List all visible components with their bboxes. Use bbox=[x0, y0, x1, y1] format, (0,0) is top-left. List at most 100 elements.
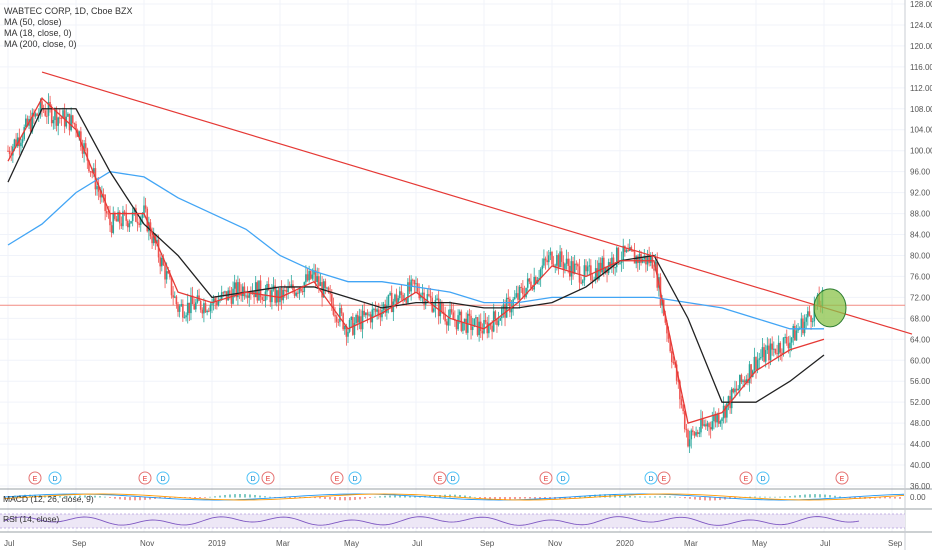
candle-body bbox=[350, 316, 353, 320]
candle-body bbox=[588, 265, 591, 267]
y-tick-label: 112.00 bbox=[910, 84, 932, 93]
candle-body bbox=[583, 265, 586, 281]
candle-body bbox=[601, 257, 603, 273]
candle-body bbox=[727, 396, 730, 404]
macd-histogram-bar bbox=[219, 495, 221, 498]
candle-body bbox=[373, 308, 375, 310]
macd-histogram-bar bbox=[899, 497, 901, 499]
candle-body bbox=[773, 348, 775, 350]
candle-body bbox=[405, 298, 408, 303]
candle-body bbox=[562, 261, 565, 269]
y-tick-label: 36.00 bbox=[910, 482, 931, 491]
candle-body bbox=[237, 282, 239, 298]
candle-body bbox=[355, 315, 357, 324]
macd-histogram-bar bbox=[324, 497, 326, 499]
macd-histogram-bar bbox=[799, 495, 801, 498]
candle-body bbox=[737, 388, 739, 391]
candle-body bbox=[125, 212, 127, 221]
candle-body bbox=[604, 266, 607, 273]
macd-histogram-bar bbox=[34, 494, 36, 498]
candle-body bbox=[497, 320, 500, 326]
event-marker bbox=[539, 471, 553, 485]
event-marker-label: E bbox=[744, 476, 749, 483]
candle-body bbox=[387, 294, 390, 306]
candle-body bbox=[297, 292, 299, 294]
macd-histogram-bar bbox=[74, 495, 76, 498]
rsi-line bbox=[3, 516, 860, 526]
macd-histogram-bar bbox=[719, 497, 721, 501]
candle-body bbox=[794, 325, 796, 341]
candle-body bbox=[680, 399, 683, 406]
macd-histogram-bar bbox=[134, 497, 136, 501]
candle-body bbox=[599, 262, 602, 273]
candle-body bbox=[233, 282, 236, 289]
macd-histogram-bar bbox=[894, 497, 896, 499]
macd-histogram-bar bbox=[524, 497, 526, 499]
y-tick-label: 88.00 bbox=[910, 210, 931, 219]
macd-histogram-bar bbox=[224, 494, 226, 498]
candle-body bbox=[216, 301, 218, 306]
candle-body bbox=[261, 297, 263, 300]
candle-body bbox=[229, 290, 231, 295]
y-tick-label: 68.00 bbox=[910, 314, 931, 323]
candle-body bbox=[18, 137, 21, 147]
candle-body bbox=[484, 320, 487, 323]
macd-histogram-bar bbox=[594, 494, 596, 498]
candle-body bbox=[494, 311, 497, 320]
rsi-label: RSI (14, close) bbox=[3, 514, 60, 524]
candle-body bbox=[633, 251, 636, 264]
y-tick-label: 96.00 bbox=[910, 168, 931, 177]
event-marker bbox=[330, 471, 344, 485]
candle-body bbox=[475, 317, 477, 319]
candle-body bbox=[688, 439, 691, 447]
candle-body bbox=[517, 293, 519, 300]
candle-body bbox=[457, 315, 459, 330]
macd-histogram-bar bbox=[809, 494, 811, 498]
candle-body bbox=[444, 313, 446, 322]
candle-body bbox=[345, 325, 348, 337]
candle-body bbox=[533, 276, 535, 290]
macd-histogram-bar bbox=[784, 496, 786, 498]
candle-body bbox=[481, 330, 484, 334]
candle-body bbox=[167, 271, 170, 274]
candle-body bbox=[774, 348, 777, 354]
candle-body bbox=[640, 254, 642, 263]
candle-body bbox=[463, 318, 466, 323]
candle-body bbox=[795, 330, 798, 341]
candle-body bbox=[701, 418, 704, 426]
candle-body bbox=[117, 211, 119, 222]
macd-histogram-bar bbox=[709, 497, 711, 501]
y-tick-label: 128.00 bbox=[910, 0, 932, 9]
candle-body bbox=[316, 276, 319, 282]
candle-body bbox=[549, 251, 552, 256]
macd-histogram-bar bbox=[804, 494, 806, 498]
y-tick-label: 40.00 bbox=[910, 461, 931, 470]
macd-histogram-bar bbox=[669, 496, 671, 498]
candle-body bbox=[62, 110, 64, 119]
candle-body bbox=[632, 250, 634, 252]
candle-body bbox=[620, 260, 623, 263]
macd-histogram-bar bbox=[429, 495, 431, 498]
candle-body bbox=[760, 357, 762, 359]
candle-body bbox=[630, 247, 633, 251]
candle-body bbox=[637, 256, 639, 264]
macd-histogram-bar bbox=[409, 496, 411, 498]
candle-body bbox=[397, 298, 399, 304]
candle-body bbox=[479, 321, 482, 331]
event-marker-label: E bbox=[143, 476, 148, 483]
candle-body bbox=[679, 381, 681, 400]
candle-body bbox=[740, 374, 743, 382]
macd-histogram-bar bbox=[534, 497, 536, 499]
macd-histogram-bar bbox=[449, 494, 451, 498]
macd-histogram-bar bbox=[479, 497, 481, 499]
event-marker-label: D bbox=[648, 476, 653, 483]
candle-body bbox=[547, 255, 550, 263]
candle-body bbox=[411, 279, 414, 281]
candle-body bbox=[46, 115, 48, 117]
macd-histogram-bar bbox=[169, 497, 171, 498]
candle-body bbox=[293, 290, 296, 296]
candle-body bbox=[682, 405, 684, 411]
macd-histogram-bar bbox=[544, 497, 546, 499]
candle-body bbox=[71, 115, 74, 124]
macd-label: MACD (12, 26, close, 9) bbox=[3, 494, 94, 504]
